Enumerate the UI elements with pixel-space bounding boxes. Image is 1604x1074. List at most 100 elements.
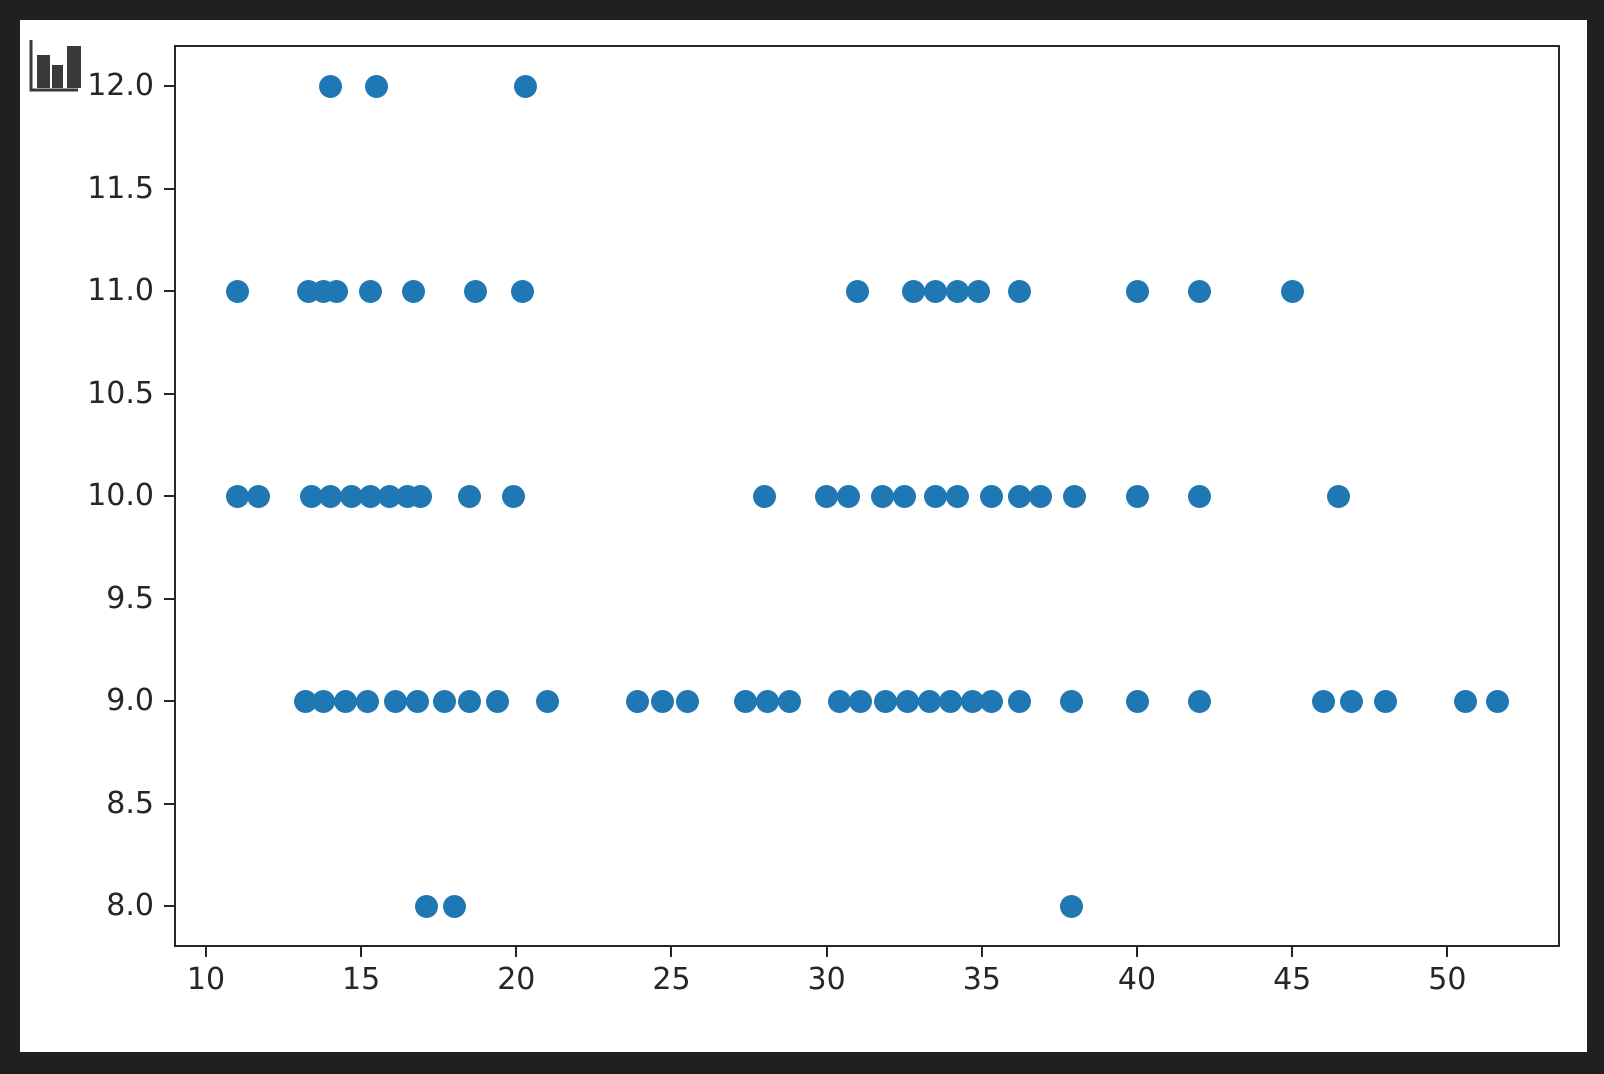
scatter-point [442, 894, 466, 918]
y-tick-mark [164, 700, 174, 702]
x-tick-label: 25 [652, 962, 691, 997]
y-tick-label: 11.0 [87, 273, 154, 308]
scatter-point [414, 894, 438, 918]
scatter-point [756, 689, 780, 713]
scatter-point [486, 689, 510, 713]
scatter-point [945, 279, 969, 303]
scatter-point [408, 484, 432, 508]
y-tick-label: 8.0 [106, 888, 154, 923]
scatter-point [1454, 689, 1478, 713]
scatter-point [675, 689, 699, 713]
scatter-point [1280, 279, 1304, 303]
x-tick-mark [1291, 947, 1294, 957]
scatter-point [836, 484, 860, 508]
scatter-point [923, 279, 947, 303]
scatter-point [846, 279, 870, 303]
scatter-point [902, 279, 926, 303]
y-tick-label: 10.0 [87, 478, 154, 513]
scatter-point [405, 689, 429, 713]
scatter-point [1311, 689, 1335, 713]
scatter-point [895, 689, 919, 713]
scatter-point [967, 279, 991, 303]
x-tick-label: 30 [807, 962, 846, 997]
x-tick-mark [825, 947, 828, 957]
scatter-point [827, 689, 851, 713]
scatter-point [1063, 484, 1087, 508]
scatter-point [501, 484, 525, 508]
scatter-point [849, 689, 873, 713]
y-tick-label: 9.0 [106, 683, 154, 718]
scatter-point [225, 484, 249, 508]
scatter-point [650, 689, 674, 713]
y-tick-mark [164, 290, 174, 292]
x-tick-mark [980, 947, 983, 957]
scatter-point [458, 689, 482, 713]
scatter-point [334, 689, 358, 713]
y-tick-label: 9.5 [106, 580, 154, 616]
x-tick-label: 15 [342, 962, 381, 997]
y-tick-mark [164, 495, 174, 497]
y-tick-label: 10.5 [87, 375, 154, 411]
scatter-point [1125, 484, 1149, 508]
x-tick-label: 35 [962, 962, 1001, 997]
scatter-point [979, 484, 1003, 508]
x-tick-mark [515, 947, 518, 957]
y-tick-mark [164, 392, 174, 395]
x-tick-mark [204, 947, 207, 957]
scatter-point [1007, 689, 1031, 713]
scatter-point [1125, 279, 1149, 303]
scatter-point [340, 484, 364, 508]
scatter-point [777, 689, 801, 713]
scatter-point [979, 689, 1003, 713]
scatter-point [358, 279, 382, 303]
scatter-point [365, 74, 389, 98]
scatter-point [511, 279, 535, 303]
scatter-point [1007, 279, 1031, 303]
scatter-point [939, 689, 963, 713]
scatter-point [225, 279, 249, 303]
scatter-point [293, 689, 317, 713]
y-tick-label: 8.5 [106, 785, 154, 821]
scatter-point [535, 689, 559, 713]
scatter-point [458, 484, 482, 508]
matplotlib-figure: 10 15 20 25 30 35 40 45 50 12.0 11.5 11.0 10.5 10.0 9.… [20, 20, 1587, 1052]
x-tick-mark [360, 947, 363, 957]
scatter-point [892, 484, 916, 508]
y-tick-label: 12.0 [87, 68, 154, 103]
scatter-point [625, 689, 649, 713]
scatter-point [1373, 689, 1397, 713]
scatter-point [917, 689, 941, 713]
y-tick-label: 11.5 [87, 170, 154, 206]
scatter-point [1125, 689, 1149, 713]
scatter-point [383, 689, 407, 713]
scatter-point [1187, 279, 1211, 303]
scatter-point [815, 484, 839, 508]
x-tick-label: 20 [497, 962, 536, 997]
scatter-point [377, 484, 401, 508]
scatter-point [324, 279, 348, 303]
scatter-point [299, 484, 323, 508]
scatter-point [945, 484, 969, 508]
scatter-point [247, 484, 271, 508]
y-tick-mark [164, 187, 174, 190]
scatter-point [355, 689, 379, 713]
scatter-point [1327, 484, 1351, 508]
scatter-point [874, 689, 898, 713]
scatter-point [464, 279, 488, 303]
scatter-point [753, 484, 777, 508]
scatter-point [1339, 689, 1363, 713]
scatter-point [734, 689, 758, 713]
scatter-point [1029, 484, 1053, 508]
x-tick-mark [1136, 947, 1138, 957]
y-tick-mark [164, 905, 174, 907]
scatter-point [318, 74, 342, 98]
scatter-point [1485, 689, 1509, 713]
x-tick-label: 40 [1117, 962, 1157, 997]
x-tick-label: 45 [1273, 962, 1312, 997]
scatter-point [312, 689, 336, 713]
scatter-point [1187, 484, 1211, 508]
scatter-point [318, 484, 342, 508]
scatter-point [961, 689, 985, 713]
scatter-point [1060, 689, 1084, 713]
x-tick-mark [670, 947, 673, 957]
